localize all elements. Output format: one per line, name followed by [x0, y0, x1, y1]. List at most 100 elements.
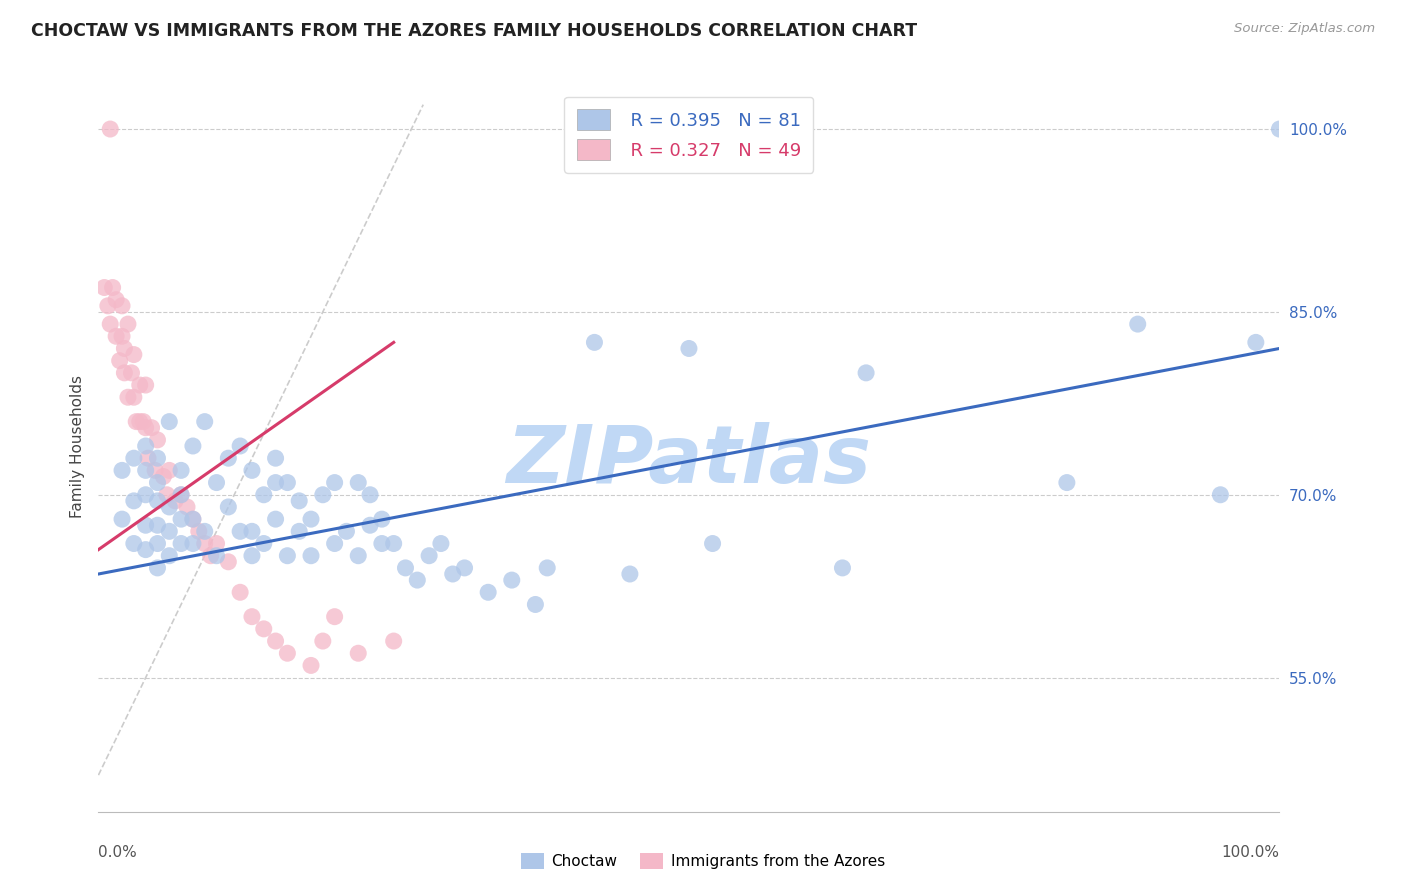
- Point: [141, 421, 163, 435]
- Point: [146, 561, 169, 575]
- Point: [430, 536, 453, 550]
- Point: [135, 518, 157, 533]
- Point: [217, 451, 239, 466]
- Point: [205, 549, 228, 563]
- Point: [217, 500, 239, 514]
- Point: [312, 488, 335, 502]
- Point: [135, 439, 157, 453]
- Point: [1268, 122, 1291, 136]
- Point: [299, 512, 322, 526]
- Point: [143, 463, 166, 477]
- Point: [229, 524, 252, 539]
- Point: [157, 463, 180, 477]
- Point: [335, 524, 357, 539]
- Point: [97, 299, 120, 313]
- Point: [146, 536, 169, 550]
- Point: [240, 524, 263, 539]
- Point: [501, 573, 523, 587]
- Point: [125, 415, 148, 429]
- Point: [117, 317, 139, 331]
- Point: [170, 463, 193, 477]
- Point: [253, 536, 276, 550]
- Point: [157, 549, 180, 563]
- Point: [170, 488, 193, 502]
- Point: [323, 475, 346, 490]
- Point: [394, 561, 416, 575]
- Point: [146, 518, 169, 533]
- Point: [135, 463, 157, 477]
- Text: ZIPatlas: ZIPatlas: [506, 422, 872, 500]
- Legend:   R = 0.395   N = 81,   R = 0.327   N = 49: R = 0.395 N = 81, R = 0.327 N = 49: [564, 96, 814, 173]
- Point: [276, 475, 298, 490]
- Point: [105, 329, 128, 343]
- Point: [111, 299, 134, 313]
- Point: [253, 622, 276, 636]
- Point: [678, 342, 700, 356]
- Point: [831, 561, 853, 575]
- Point: [264, 512, 287, 526]
- Point: [200, 549, 222, 563]
- Point: [135, 421, 157, 435]
- Point: [146, 433, 169, 447]
- Point: [146, 451, 169, 466]
- Point: [128, 415, 150, 429]
- Y-axis label: Family Households: Family Households: [69, 375, 84, 517]
- Point: [108, 353, 131, 368]
- Point: [112, 342, 135, 356]
- Point: [288, 494, 311, 508]
- Point: [371, 536, 394, 550]
- Point: [240, 549, 263, 563]
- Point: [157, 415, 180, 429]
- Point: [347, 549, 370, 563]
- Point: [112, 366, 135, 380]
- Point: [217, 555, 239, 569]
- Point: [619, 567, 641, 582]
- Point: [418, 549, 440, 563]
- Point: [264, 451, 287, 466]
- Point: [117, 390, 139, 404]
- Point: [264, 475, 287, 490]
- Point: [276, 549, 298, 563]
- Point: [194, 524, 217, 539]
- Point: [157, 524, 180, 539]
- Point: [187, 524, 209, 539]
- Point: [359, 518, 381, 533]
- Point: [122, 451, 145, 466]
- Text: 100.0%: 100.0%: [1222, 845, 1279, 860]
- Point: [205, 475, 228, 490]
- Point: [111, 463, 134, 477]
- Text: Source: ZipAtlas.com: Source: ZipAtlas.com: [1234, 22, 1375, 36]
- Point: [299, 549, 322, 563]
- Point: [382, 634, 405, 648]
- Point: [477, 585, 499, 599]
- Point: [194, 536, 217, 550]
- Point: [1209, 488, 1232, 502]
- Point: [111, 329, 134, 343]
- Point: [181, 512, 204, 526]
- Point: [135, 542, 157, 557]
- Point: [181, 536, 204, 550]
- Point: [536, 561, 558, 575]
- Point: [165, 494, 187, 508]
- Point: [135, 488, 157, 502]
- Point: [347, 475, 370, 490]
- Point: [181, 512, 204, 526]
- Point: [170, 536, 193, 550]
- Point: [524, 598, 547, 612]
- Text: 0.0%: 0.0%: [98, 845, 138, 860]
- Point: [122, 494, 145, 508]
- Point: [359, 488, 381, 502]
- Point: [105, 293, 128, 307]
- Point: [157, 500, 180, 514]
- Point: [347, 646, 370, 660]
- Point: [152, 469, 174, 483]
- Point: [98, 317, 121, 331]
- Point: [135, 378, 157, 392]
- Point: [170, 488, 193, 502]
- Point: [1126, 317, 1149, 331]
- Point: [194, 415, 217, 429]
- Point: [855, 366, 877, 380]
- Point: [382, 536, 405, 550]
- Point: [1244, 335, 1267, 350]
- Point: [122, 348, 145, 362]
